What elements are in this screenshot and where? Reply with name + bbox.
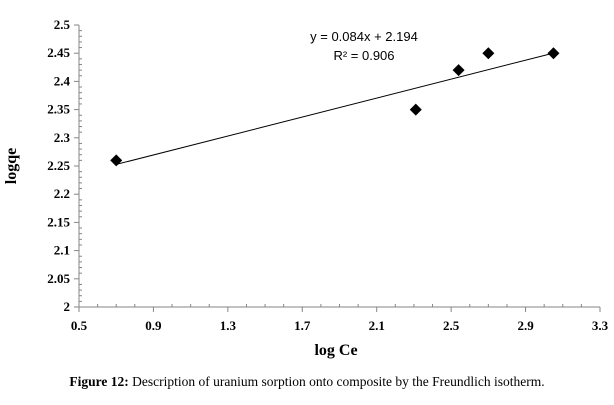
- y-tick-label: 2.35: [47, 102, 70, 117]
- data-points: [110, 47, 560, 167]
- y-axis-label: logqe: [3, 148, 20, 184]
- x-axis-label: log Ce: [314, 342, 357, 359]
- y-tick-label: 2.25: [47, 158, 70, 173]
- data-point: [452, 64, 465, 77]
- x-tick-label: 2.5: [443, 318, 460, 333]
- data-point: [547, 47, 560, 60]
- y-tick-label: 2.15: [47, 214, 70, 229]
- data-point: [409, 103, 422, 116]
- trendline-equation: y = 0.084x + 2.194: [310, 29, 418, 44]
- x-tick-label: 3.3: [592, 318, 609, 333]
- x-tick-label: 2.9: [517, 318, 534, 333]
- x-tick-label: 2.1: [369, 318, 385, 333]
- y-tick-label: 2: [64, 299, 71, 314]
- x-tick-label: 1.7: [294, 318, 311, 333]
- scatter-chart: 2 2.05 2.1 2.15 2.2 2.25 2.3 2.35 2.4 2.45 2.5 0.5 0…: [3, 17, 609, 359]
- y-tick-label: 2.1: [54, 243, 70, 258]
- caption-text: Description of uranium sorption onto com…: [128, 374, 545, 389]
- data-point: [110, 154, 123, 167]
- y-tick-label: 2.2: [54, 186, 70, 201]
- y-tick-label: 2.3: [54, 130, 71, 145]
- x-tick-label: 1.3: [220, 318, 237, 333]
- caption-label: Figure 12:: [69, 374, 129, 389]
- tick-labels: 2 2.05 2.1 2.15 2.2 2.25 2.3 2.35 2.4 2.45 2.5 0.5 0…: [47, 17, 608, 333]
- r-squared-label: R² = 0.906: [333, 48, 394, 63]
- axes: [74, 24, 601, 312]
- y-tick-label: 2.45: [47, 45, 70, 60]
- y-tick-label: 2.4: [54, 73, 71, 88]
- y-tick-label: 2.5: [54, 17, 71, 32]
- figure-caption: Figure 12: Description of uranium sorpti…: [0, 374, 614, 390]
- y-tick-label: 2.05: [47, 271, 70, 286]
- trendline: [116, 52, 554, 165]
- x-tick-label: 0.5: [71, 318, 88, 333]
- x-tick-label: 0.9: [145, 318, 162, 333]
- data-point: [482, 47, 495, 60]
